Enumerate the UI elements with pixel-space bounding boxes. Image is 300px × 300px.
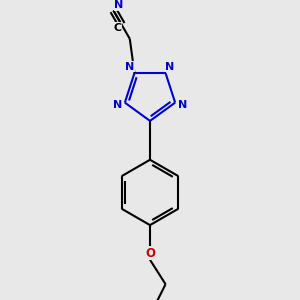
Text: N: N <box>166 62 175 72</box>
Text: N: N <box>125 62 134 72</box>
Text: N: N <box>114 0 124 10</box>
Text: N: N <box>113 100 122 110</box>
Text: O: O <box>145 247 155 260</box>
Text: C: C <box>113 23 121 33</box>
Text: N: N <box>178 100 187 110</box>
